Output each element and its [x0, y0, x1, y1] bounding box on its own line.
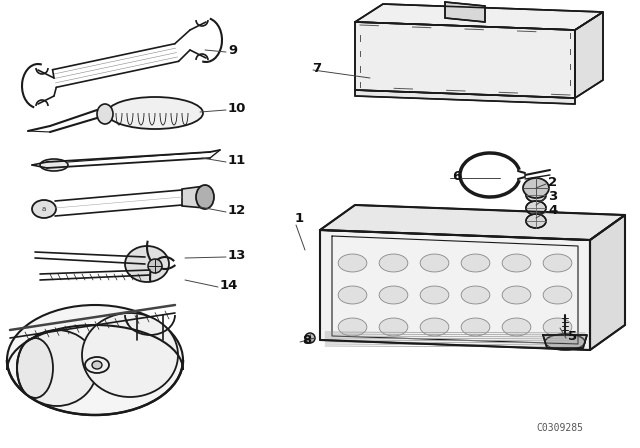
Ellipse shape [92, 361, 102, 369]
Ellipse shape [543, 318, 572, 336]
Ellipse shape [148, 259, 162, 273]
Text: 12: 12 [228, 203, 246, 216]
Text: 6: 6 [452, 169, 461, 182]
Polygon shape [320, 230, 590, 350]
Ellipse shape [502, 286, 531, 304]
Ellipse shape [82, 313, 178, 397]
Ellipse shape [305, 333, 315, 343]
Text: 5: 5 [568, 329, 577, 343]
Ellipse shape [379, 318, 408, 336]
Ellipse shape [17, 330, 97, 406]
Ellipse shape [196, 185, 214, 209]
Ellipse shape [97, 104, 113, 124]
Text: 1: 1 [295, 211, 304, 224]
Ellipse shape [17, 338, 53, 398]
Ellipse shape [545, 334, 585, 350]
Text: 4: 4 [548, 203, 557, 216]
Ellipse shape [526, 188, 546, 202]
Ellipse shape [125, 246, 169, 282]
Text: 8: 8 [302, 333, 311, 346]
Ellipse shape [338, 286, 367, 304]
Polygon shape [590, 215, 625, 350]
Polygon shape [355, 90, 575, 104]
Polygon shape [182, 186, 205, 208]
Text: 13: 13 [228, 249, 246, 262]
Text: 14: 14 [220, 279, 238, 292]
Ellipse shape [502, 318, 531, 336]
Ellipse shape [543, 286, 572, 304]
Text: C0309285: C0309285 [536, 423, 584, 433]
Polygon shape [575, 12, 603, 98]
Text: 2: 2 [548, 176, 557, 189]
Ellipse shape [379, 286, 408, 304]
Ellipse shape [526, 201, 546, 215]
Ellipse shape [7, 305, 183, 415]
Ellipse shape [543, 254, 572, 272]
Ellipse shape [338, 254, 367, 272]
Polygon shape [320, 205, 625, 240]
Ellipse shape [338, 318, 367, 336]
Text: 9: 9 [228, 43, 237, 56]
Ellipse shape [461, 286, 490, 304]
Ellipse shape [461, 254, 490, 272]
Polygon shape [355, 22, 575, 98]
Ellipse shape [40, 159, 68, 171]
Polygon shape [355, 4, 603, 30]
Text: 10: 10 [228, 102, 246, 115]
Text: 11: 11 [228, 154, 246, 167]
Polygon shape [543, 335, 587, 348]
Ellipse shape [461, 318, 490, 336]
Ellipse shape [379, 254, 408, 272]
Text: 3: 3 [548, 190, 557, 202]
Ellipse shape [420, 254, 449, 272]
Ellipse shape [420, 286, 449, 304]
Text: a: a [42, 206, 46, 212]
Ellipse shape [32, 200, 56, 218]
Text: 7: 7 [312, 61, 321, 74]
Ellipse shape [107, 97, 203, 129]
Ellipse shape [420, 318, 449, 336]
Ellipse shape [523, 178, 549, 198]
Ellipse shape [526, 214, 546, 228]
Ellipse shape [502, 254, 531, 272]
Polygon shape [445, 2, 485, 22]
